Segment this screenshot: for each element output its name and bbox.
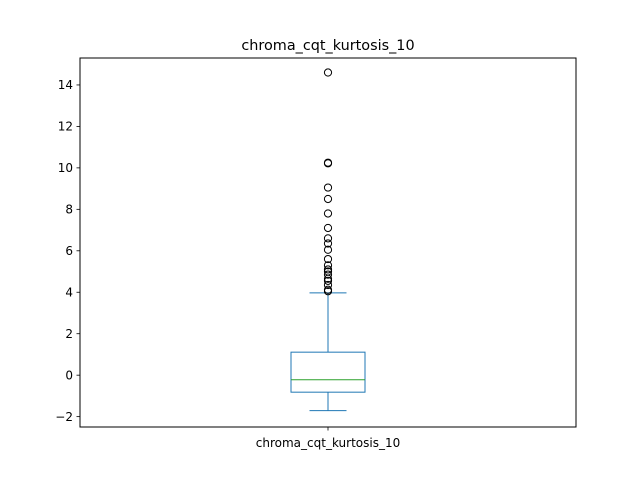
chart-title: chroma_cqt_kurtosis_10 xyxy=(241,38,414,54)
box-plot xyxy=(290,68,366,412)
outlier-point xyxy=(323,267,333,276)
y-tick-label: −2 xyxy=(55,410,73,424)
outlier-point xyxy=(323,234,333,243)
y-axis: −2 0 2 4 6 8 10 12 14 xyxy=(55,78,80,424)
outlier-point xyxy=(323,261,333,270)
outlier-point xyxy=(323,209,333,218)
y-tick-label: 14 xyxy=(58,78,73,92)
y-tick-label: 10 xyxy=(58,161,73,175)
axes-frame xyxy=(79,57,577,428)
x-tick-label: chroma_cqt_kurtosis_10 xyxy=(256,436,400,450)
outlier-point xyxy=(323,68,333,77)
outlier-point xyxy=(323,239,333,248)
outlier-point xyxy=(323,158,333,167)
iqr-box xyxy=(290,351,366,393)
outlier-point xyxy=(323,285,333,294)
y-tick-label: 2 xyxy=(65,327,73,341)
outlier-point xyxy=(323,276,333,285)
outlier-point xyxy=(323,254,333,264)
outlier-point xyxy=(323,280,333,290)
y-tick-label: 4 xyxy=(65,286,73,300)
outlier-point xyxy=(323,270,333,279)
outlier-point xyxy=(323,223,333,233)
y-tick-label: 12 xyxy=(58,120,73,134)
outlier-point xyxy=(323,183,333,192)
outlier-point xyxy=(323,245,333,254)
y-tick-label: 6 xyxy=(65,244,73,258)
outlier-point xyxy=(323,265,333,274)
y-tick-label: 8 xyxy=(65,203,73,217)
x-axis: chroma_cqt_kurtosis_10 xyxy=(256,427,400,450)
outlier-point xyxy=(323,194,333,204)
y-tick-label: 0 xyxy=(65,368,73,382)
